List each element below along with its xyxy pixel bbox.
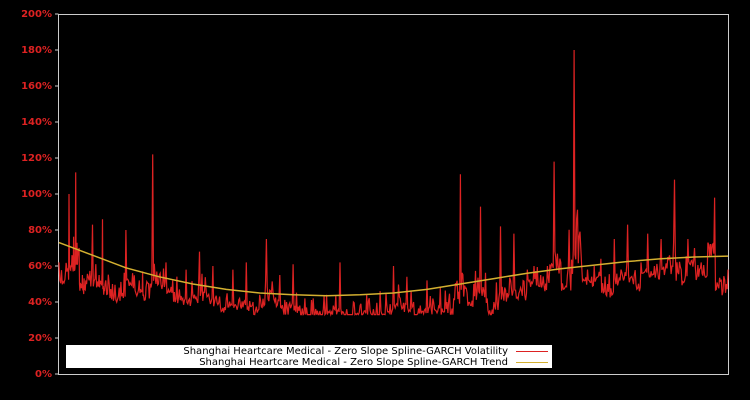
y-tick-label: 200%: [21, 9, 52, 20]
y-tick-label: 180%: [21, 45, 52, 56]
volatility-series-line: [58, 49, 729, 317]
y-tick-label: 0%: [35, 369, 52, 380]
y-tick-label: 80%: [28, 225, 52, 236]
y-tick-label: 100%: [21, 189, 52, 200]
chart-legend: Shanghai Heartcare Medical - Zero Slope …: [66, 345, 552, 368]
legend-item-trend: Shanghai Heartcare Medical - Zero Slope …: [199, 357, 552, 368]
legend-swatch-red: [516, 351, 548, 352]
y-tick-label: 140%: [21, 117, 52, 128]
y-tick-label: 60%: [28, 261, 52, 272]
trend-series-line: [58, 241, 729, 297]
plot-area: [58, 14, 729, 375]
y-tick-marks: [55, 13, 59, 375]
y-tick-label: 40%: [28, 297, 52, 308]
y-tick-label: 20%: [28, 333, 52, 344]
y-tick-label: 160%: [21, 81, 52, 92]
y-tick-label: 120%: [21, 153, 52, 164]
legend-label: Shanghai Heartcare Medical - Zero Slope …: [183, 346, 508, 357]
legend-label: Shanghai Heartcare Medical - Zero Slope …: [199, 357, 508, 368]
legend-item-volatility: Shanghai Heartcare Medical - Zero Slope …: [183, 346, 552, 357]
legend-swatch-gold: [516, 362, 548, 363]
